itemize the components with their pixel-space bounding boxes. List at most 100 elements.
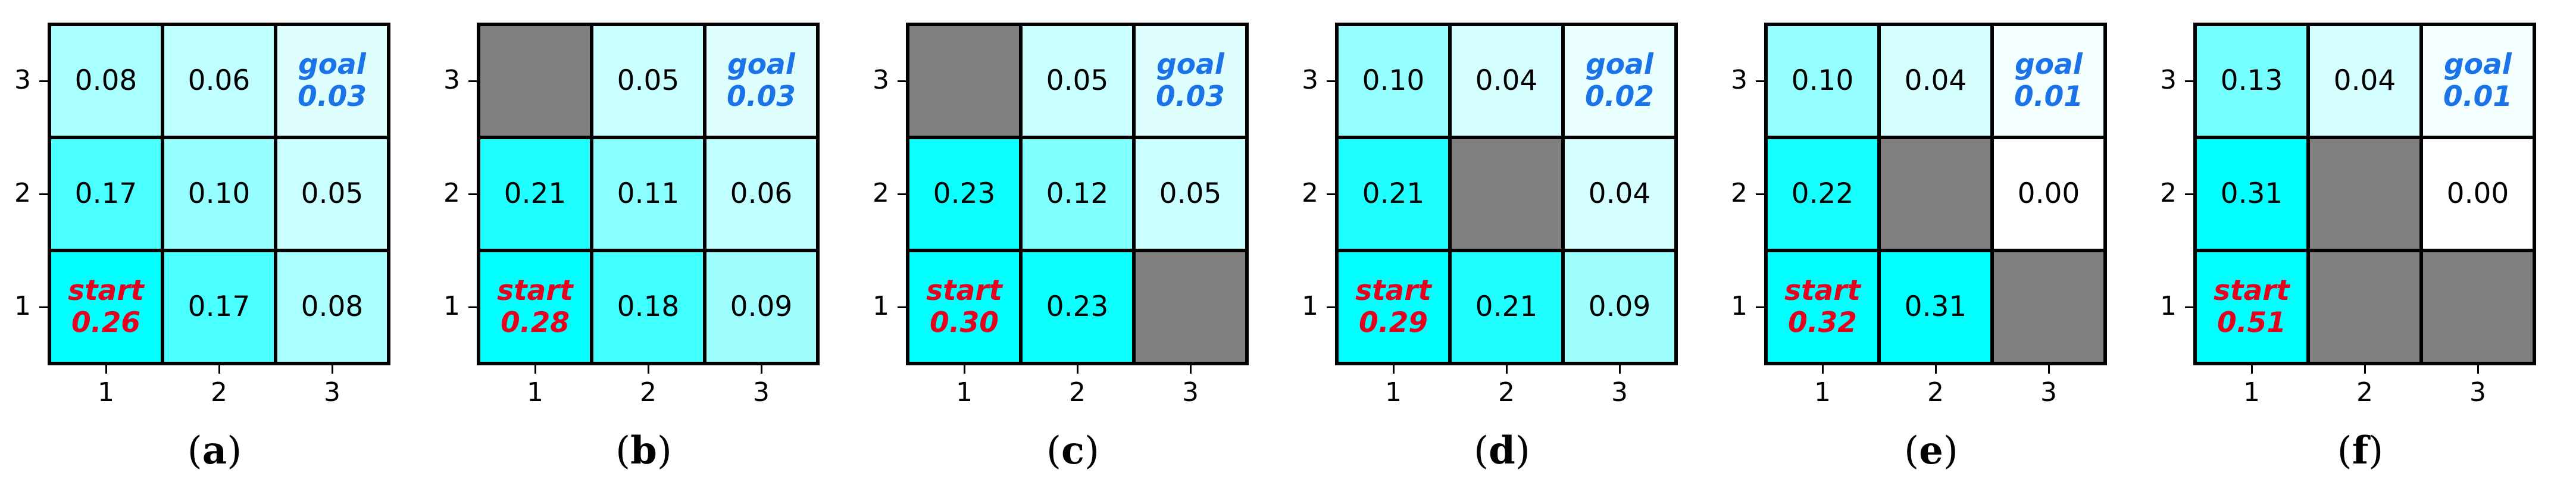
x-tick-label: 1 (98, 377, 114, 408)
x-tick-mark (1822, 365, 1824, 374)
heatmap-cell: 0.09 (703, 249, 820, 365)
y-tick-label: 1 (1731, 291, 1747, 321)
heatmap-cell: 0.04 (1448, 23, 1565, 139)
x-tick-mark (534, 365, 536, 374)
y-tick-label: 1 (14, 291, 31, 321)
y-tick-label: 1 (2160, 291, 2177, 321)
heatmap-cell: 0.10 (1764, 23, 1881, 139)
goal-cell: goal 0.01 (2419, 23, 2536, 139)
blocked-cell (906, 23, 1023, 139)
heatmap-cell: 0.23 (906, 136, 1023, 252)
heatmap-cell: 0.31 (1877, 249, 1994, 365)
y-tick-mark (468, 80, 477, 82)
panel-c: 0.05 goal 0.03 0.23 0.12 0.05 start 0.30 0.23 1 2 3… (858, 0, 1287, 498)
start-cell: start 0.29 (1335, 249, 1452, 365)
y-tick-mark (39, 80, 48, 82)
x-tick-mark (2477, 365, 2479, 374)
heatmap-cell: 0.21 (1335, 136, 1452, 252)
heatmap-cell: 0.04 (2306, 23, 2423, 139)
x-tick-mark (2364, 365, 2366, 374)
blocked-cell (1877, 136, 1994, 252)
x-tick-label: 2 (2356, 377, 2373, 408)
panel-label: (a) (187, 428, 242, 473)
heatmap-cell: 0.17 (161, 249, 277, 365)
cell-value: 0.01 (2443, 80, 2512, 113)
x-tick-mark (218, 365, 220, 374)
cell-value: 0.29 (1359, 306, 1428, 339)
y-tick-label: 2 (14, 178, 31, 208)
y-tick-mark (468, 193, 477, 195)
start-label: start (926, 274, 1002, 307)
x-tick-label: 3 (324, 377, 340, 408)
panel-label: (e) (1904, 428, 1958, 473)
heatmap-cell: 0.05 (274, 136, 390, 252)
y-tick-label: 3 (2160, 65, 2177, 95)
start-cell: start 0.26 (48, 249, 164, 365)
x-tick-label: 2 (640, 377, 656, 408)
blocked-cell (2306, 136, 2423, 252)
heatmap-cell: 0.11 (590, 136, 706, 252)
start-label: start (1784, 274, 1861, 307)
panel-label: (d) (1474, 428, 1530, 473)
panel-f: 0.13 0.04 goal 0.01 0.31 0.00 start 0.51 1 2 3 1 2 3(… (2146, 0, 2575, 498)
heatmap-cell: 0.13 (2193, 23, 2310, 139)
x-tick-mark (964, 365, 965, 374)
x-tick-label: 1 (2243, 377, 2260, 408)
start-label: start (2214, 274, 2290, 307)
start-cell: start 0.30 (906, 249, 1023, 365)
panel-letter: f (2352, 428, 2369, 473)
goal-cell: goal 0.01 (1990, 23, 2107, 139)
y-tick-mark (468, 306, 477, 308)
heatmap-cell: 0.10 (1335, 23, 1452, 139)
y-tick-mark (1327, 80, 1335, 82)
x-tick-label: 3 (1182, 377, 1199, 408)
panel-letter: a (202, 428, 227, 473)
y-tick-mark (39, 306, 48, 308)
y-tick-mark (1756, 193, 1764, 195)
x-tick-label: 3 (2469, 377, 2486, 408)
grid-f: 0.13 0.04 goal 0.01 0.31 0.00 start 0.51 (2193, 23, 2536, 365)
panel-letter: b (630, 428, 657, 473)
x-tick-mark (1077, 365, 1078, 374)
x-tick-label: 3 (1611, 377, 1628, 408)
grid-c: 0.05 goal 0.03 0.23 0.12 0.05 start 0.30 0.23 (906, 23, 1249, 365)
x-tick-label: 2 (1498, 377, 1515, 408)
heatmap-cell: 0.31 (2193, 136, 2310, 252)
cell-value: 0.26 (71, 306, 140, 339)
x-tick-mark (332, 365, 333, 374)
blocked-cell (1448, 136, 1565, 252)
heatmap-cell: 0.09 (1561, 249, 1678, 365)
cell-value: 0.30 (930, 306, 999, 339)
heatmap-cell: 0.21 (1448, 249, 1565, 365)
panel-letter: e (1919, 428, 1943, 473)
blocked-cell (1132, 249, 1249, 365)
panel-label: (f) (2337, 428, 2384, 473)
x-tick-label: 2 (211, 377, 227, 408)
heatmap-cell: 0.00 (1990, 136, 2107, 252)
start-label: start (68, 274, 144, 307)
y-tick-mark (2185, 193, 2193, 195)
x-tick-label: 1 (956, 377, 973, 408)
heatmap-cell: 0.00 (2419, 136, 2536, 252)
heatmap-cell: 0.04 (1561, 136, 1678, 252)
x-tick-label: 1 (527, 377, 543, 408)
y-tick-mark (1756, 306, 1764, 308)
panel-b: 0.05 goal 0.03 0.21 0.11 0.06 start 0.28 0.18 0.0… (429, 0, 858, 498)
y-tick-label: 3 (873, 65, 889, 95)
y-tick-mark (2185, 306, 2193, 308)
x-tick-label: 3 (2040, 377, 2057, 408)
y-tick-mark (1327, 306, 1335, 308)
panel-label: (b) (615, 428, 672, 473)
x-tick-label: 1 (1814, 377, 1831, 408)
y-tick-mark (898, 80, 906, 82)
heatmap-cell: 0.08 (48, 23, 164, 139)
goal-cell: goal 0.03 (703, 23, 820, 139)
y-tick-label: 1 (1302, 291, 1318, 321)
cell-value: 0.03 (298, 80, 367, 113)
heatmap-cell: 0.06 (161, 23, 277, 139)
y-tick-label: 1 (873, 291, 889, 321)
start-cell: start 0.28 (477, 249, 593, 365)
x-tick-label: 2 (1069, 377, 1086, 408)
x-tick-mark (2251, 365, 2253, 374)
